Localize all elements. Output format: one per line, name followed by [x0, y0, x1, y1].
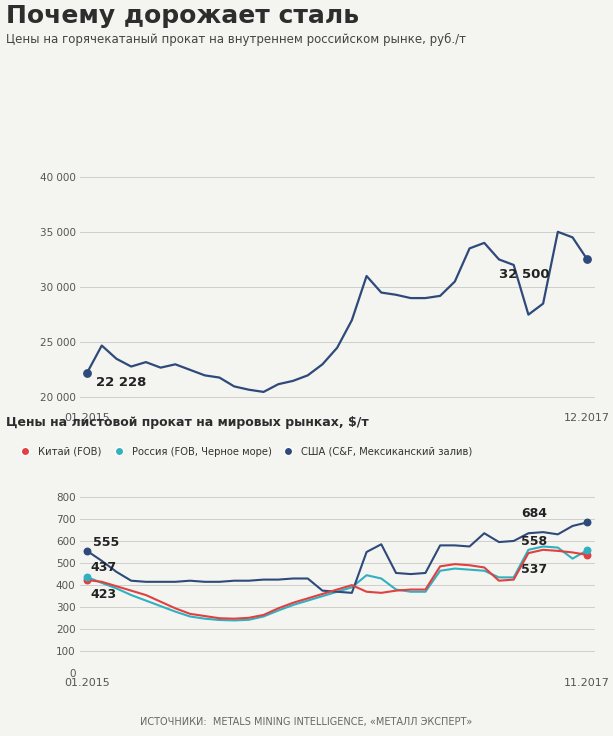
Text: Цены на листовой прокат на мировых рынках, $/т: Цены на листовой прокат на мировых рынка… — [6, 416, 369, 429]
Text: Почему дорожает сталь: Почему дорожает сталь — [6, 4, 359, 28]
Point — [82, 574, 92, 586]
Text: 684: 684 — [521, 507, 547, 520]
Point — [82, 571, 92, 583]
Text: 555: 555 — [93, 536, 119, 549]
Text: ИСТОЧНИКИ:  METALS MINING INTELLIGENCE, «МЕТАЛЛ ЭКСПЕРТ»: ИСТОЧНИКИ: METALS MINING INTELLIGENCE, «… — [140, 717, 473, 727]
Text: 437: 437 — [90, 562, 116, 574]
Text: 423: 423 — [90, 589, 116, 601]
Point — [582, 549, 592, 561]
Text: 22 228: 22 228 — [96, 376, 147, 389]
Point — [82, 545, 92, 557]
Point — [582, 517, 592, 528]
Point — [582, 254, 592, 266]
Text: 537: 537 — [521, 563, 547, 576]
Legend: Китай (FOB), Россия (FOB, Черное море), США (C&F, Мексиканский залив): Китай (FOB), Россия (FOB, Черное море), … — [11, 443, 477, 461]
Text: 558: 558 — [521, 535, 547, 548]
Point — [82, 367, 92, 379]
Text: Цены на горячекатаный прокат на внутреннем российском рынке, руб./т: Цены на горячекатаный прокат на внутренн… — [6, 33, 466, 46]
Point — [582, 545, 592, 556]
Text: 32 500: 32 500 — [499, 269, 550, 281]
